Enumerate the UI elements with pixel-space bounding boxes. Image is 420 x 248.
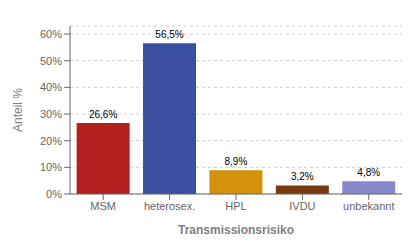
svg-text:56,5%: 56,5% — [155, 29, 183, 40]
svg-text:60%: 60% — [40, 28, 62, 40]
svg-text:HPL: HPL — [225, 200, 246, 212]
svg-text:IVDU: IVDU — [289, 200, 315, 212]
svg-text:unbekannt: unbekannt — [343, 200, 394, 212]
svg-text:MSM: MSM — [90, 200, 116, 212]
svg-text:Anteil %: Anteil % — [11, 88, 25, 132]
svg-text:3,2%: 3,2% — [291, 171, 314, 182]
svg-text:50%: 50% — [40, 55, 62, 67]
svg-text:0%: 0% — [46, 188, 62, 200]
svg-text:20%: 20% — [40, 135, 62, 147]
svg-text:4,8%: 4,8% — [357, 167, 380, 178]
svg-text:heterosex.: heterosex. — [144, 200, 195, 212]
svg-text:26,6%: 26,6% — [89, 109, 117, 120]
svg-text:30%: 30% — [40, 108, 62, 120]
svg-text:40%: 40% — [40, 81, 62, 93]
svg-text:10%: 10% — [40, 161, 62, 173]
svg-text:Transmissionsrisiko: Transmissionsrisiko — [178, 223, 294, 237]
svg-text:8,9%: 8,9% — [225, 156, 248, 167]
